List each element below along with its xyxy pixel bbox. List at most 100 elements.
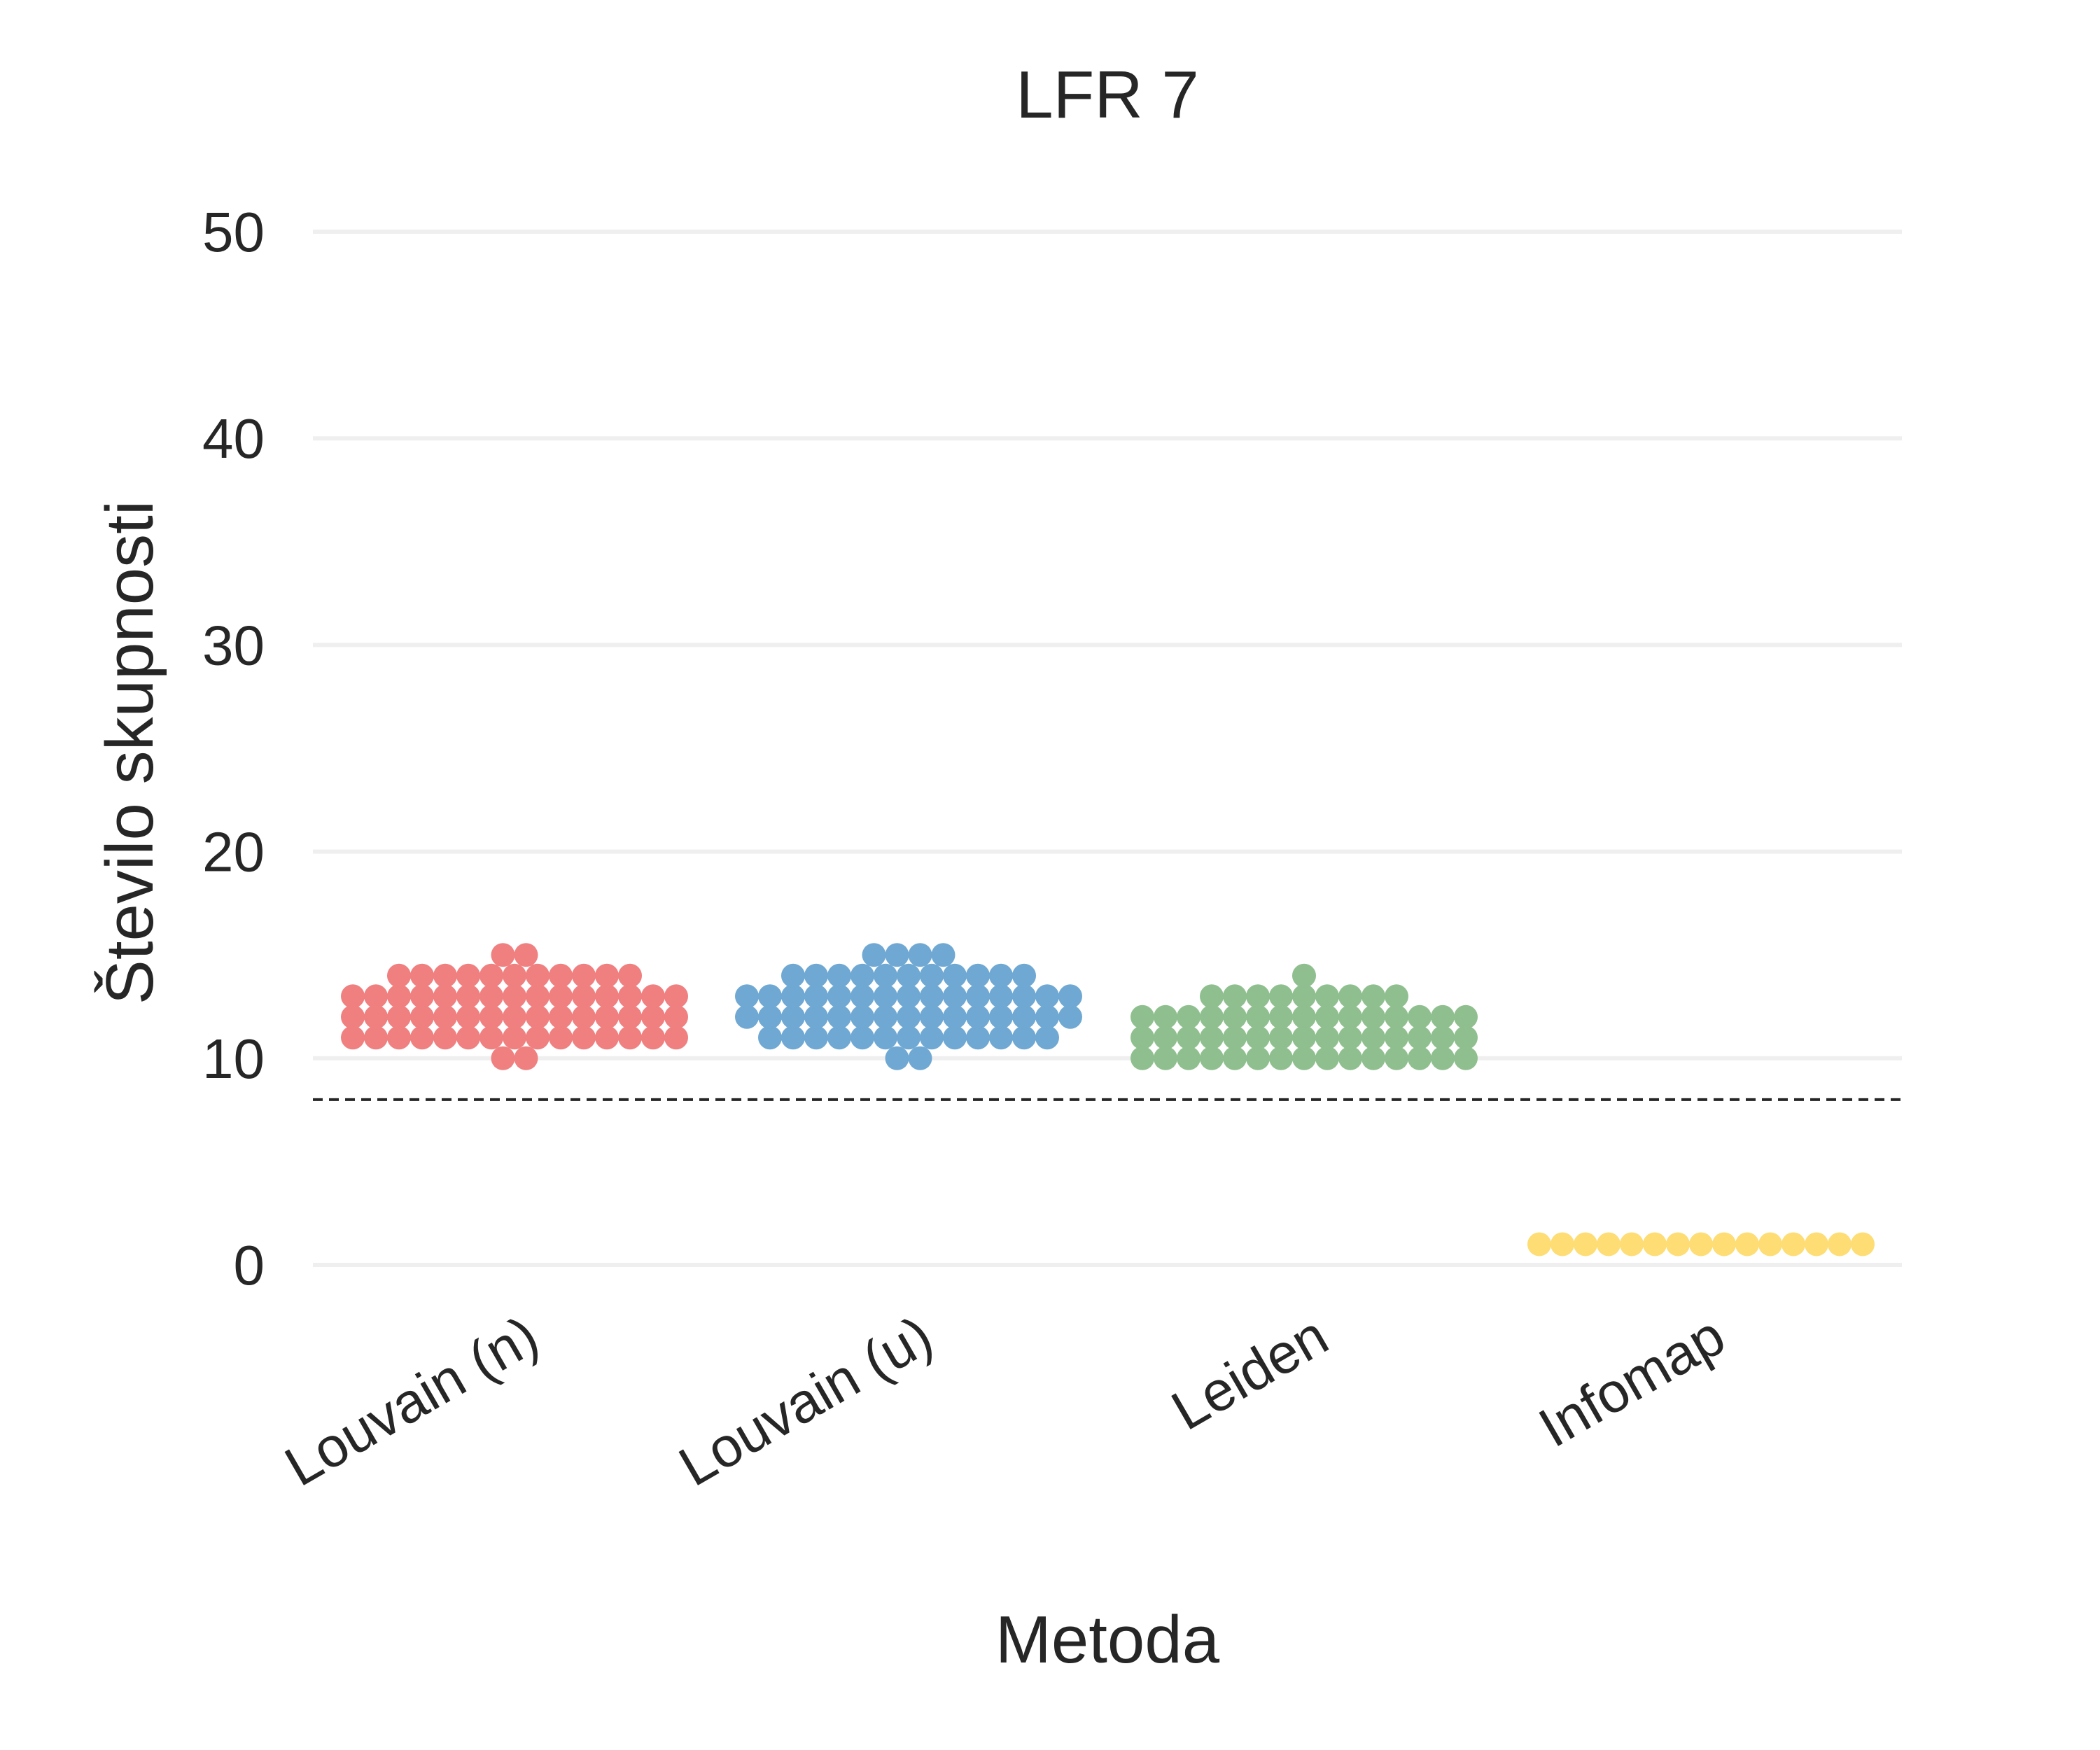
data-point bbox=[1315, 984, 1339, 1009]
data-point bbox=[1292, 984, 1316, 1009]
data-point bbox=[387, 1004, 411, 1029]
data-point bbox=[456, 963, 480, 988]
data-point bbox=[989, 963, 1013, 988]
data-point bbox=[618, 1004, 642, 1029]
data-point bbox=[410, 963, 434, 988]
data-point bbox=[1246, 1046, 1270, 1070]
y-tick-label: 10 bbox=[202, 1028, 265, 1090]
data-point bbox=[364, 1004, 388, 1029]
data-point bbox=[1385, 1046, 1408, 1070]
data-point bbox=[885, 1046, 909, 1070]
data-point bbox=[526, 1026, 550, 1050]
data-point bbox=[1012, 1026, 1036, 1050]
data-point bbox=[931, 943, 955, 967]
data-point bbox=[989, 1004, 1013, 1029]
data-point bbox=[1177, 1026, 1200, 1050]
data-point bbox=[1643, 1232, 1667, 1256]
data-point bbox=[908, 943, 932, 967]
data-point bbox=[387, 1026, 411, 1050]
data-point bbox=[897, 1026, 920, 1050]
data-point bbox=[1338, 984, 1362, 1009]
data-point bbox=[641, 984, 665, 1009]
data-point bbox=[1454, 1026, 1478, 1050]
data-point bbox=[1527, 1232, 1551, 1256]
data-point bbox=[1408, 1026, 1432, 1050]
data-point bbox=[804, 1004, 828, 1029]
data-point bbox=[387, 963, 411, 988]
data-point bbox=[456, 1026, 480, 1050]
data-point bbox=[664, 1004, 688, 1029]
data-point bbox=[1431, 1026, 1455, 1050]
data-point bbox=[549, 1004, 573, 1029]
data-point bbox=[479, 1004, 503, 1029]
data-point bbox=[1712, 1232, 1736, 1256]
x-tick-label: Louvain (n) bbox=[274, 1304, 548, 1498]
data-point bbox=[1805, 1232, 1828, 1256]
data-point bbox=[514, 943, 538, 967]
data-point bbox=[1574, 1232, 1597, 1256]
data-point bbox=[781, 1004, 805, 1029]
data-point bbox=[1130, 1026, 1154, 1050]
data-point bbox=[897, 984, 920, 1009]
data-point bbox=[1338, 1046, 1362, 1070]
x-axis-label: Metoda bbox=[995, 1602, 1220, 1677]
data-point bbox=[1012, 984, 1036, 1009]
data-point bbox=[1154, 1004, 1177, 1029]
data-point bbox=[1385, 984, 1408, 1009]
data-point bbox=[804, 984, 828, 1009]
y-tick-label: 30 bbox=[202, 614, 265, 676]
data-point bbox=[503, 984, 526, 1009]
x-tick-label: Leiden bbox=[1161, 1304, 1338, 1442]
data-point bbox=[758, 1026, 782, 1050]
data-point bbox=[1035, 1004, 1059, 1029]
data-point bbox=[1735, 1232, 1759, 1256]
data-point bbox=[943, 963, 967, 988]
data-point bbox=[874, 984, 897, 1009]
data-point bbox=[410, 1026, 434, 1050]
data-point bbox=[989, 1026, 1013, 1050]
data-point bbox=[1200, 1026, 1224, 1050]
data-point bbox=[943, 1004, 967, 1029]
data-point bbox=[781, 963, 805, 988]
y-tick-label: 40 bbox=[202, 407, 265, 470]
data-point bbox=[479, 984, 503, 1009]
data-point bbox=[341, 1004, 365, 1029]
data-point bbox=[966, 984, 990, 1009]
data-point bbox=[850, 1004, 874, 1029]
data-point bbox=[410, 984, 434, 1009]
data-point bbox=[641, 1026, 665, 1050]
data-point bbox=[641, 1004, 665, 1029]
data-point bbox=[1269, 1004, 1293, 1029]
data-point bbox=[1362, 1004, 1385, 1029]
data-point bbox=[1689, 1232, 1713, 1256]
data-point bbox=[503, 1026, 526, 1050]
data-point bbox=[850, 1026, 874, 1050]
y-tick-label: 20 bbox=[202, 821, 265, 883]
data-point bbox=[758, 1004, 782, 1029]
data-point bbox=[781, 1026, 805, 1050]
data-point bbox=[1454, 1046, 1478, 1070]
data-point bbox=[885, 943, 909, 967]
data-point bbox=[1269, 984, 1293, 1009]
data-point bbox=[664, 1026, 688, 1050]
data-point bbox=[433, 1026, 457, 1050]
data-point bbox=[341, 984, 365, 1009]
data-point bbox=[364, 984, 388, 1009]
data-point bbox=[526, 963, 550, 988]
data-point bbox=[433, 1004, 457, 1029]
data-point bbox=[549, 984, 573, 1009]
data-point bbox=[1177, 1004, 1200, 1029]
data-point bbox=[1597, 1232, 1620, 1256]
data-point bbox=[827, 1026, 851, 1050]
data-point bbox=[1200, 984, 1224, 1009]
data-point bbox=[874, 963, 897, 988]
data-point bbox=[827, 984, 851, 1009]
data-point bbox=[410, 1004, 434, 1029]
data-point bbox=[618, 984, 642, 1009]
data-point bbox=[943, 1026, 967, 1050]
data-point bbox=[1454, 1004, 1478, 1029]
data-point bbox=[735, 1004, 759, 1029]
y-tick-label: 0 bbox=[234, 1234, 265, 1296]
data-point bbox=[781, 984, 805, 1009]
data-point bbox=[1408, 1004, 1432, 1029]
